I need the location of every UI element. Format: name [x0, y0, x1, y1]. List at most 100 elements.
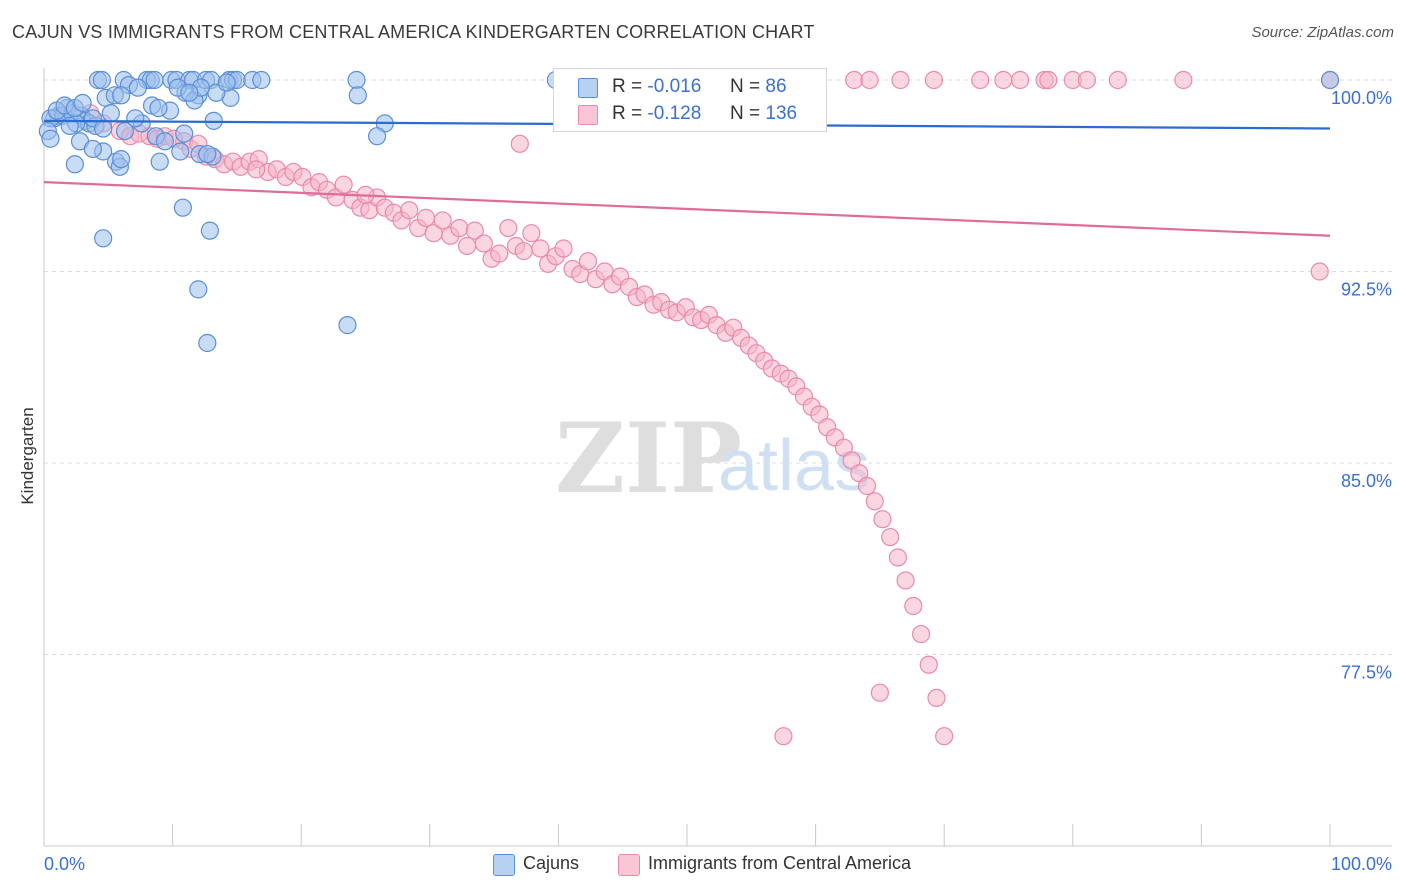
immigrant-point — [873, 510, 892, 529]
immigrant-point — [896, 571, 915, 590]
immigrant-point — [334, 175, 353, 194]
cajun-point — [155, 132, 174, 151]
r-label: R = -0.128 — [612, 103, 702, 124]
immigrant-point — [433, 211, 452, 230]
cajun-point — [198, 144, 217, 164]
immigrant-point — [927, 688, 946, 708]
cajun-point — [145, 70, 164, 90]
immigrant-point — [870, 683, 890, 702]
immigrant-point — [994, 70, 1013, 90]
y-tick-label: 85.0% — [1341, 471, 1392, 491]
immigrant-point — [510, 134, 529, 153]
y-tick-label: 92.5% — [1341, 280, 1392, 300]
cajun-point — [149, 98, 168, 118]
cajun-point — [175, 124, 194, 143]
immigrant-point — [935, 727, 954, 746]
chart-source: Source: ZipAtlas.com — [1251, 24, 1394, 41]
pink-swatch — [618, 854, 640, 876]
immigrant-point — [514, 241, 533, 261]
cajun-point — [83, 139, 102, 159]
immigrant-point — [1174, 70, 1193, 90]
y-tick-label: 77.5% — [1341, 663, 1392, 683]
n-label: N = 136 — [730, 103, 798, 124]
immigrant-point — [531, 239, 550, 258]
immigrant-point — [499, 218, 518, 238]
cajun-point — [200, 221, 219, 240]
series-legend: Cajuns Immigrants from Central America — [0, 852, 1406, 878]
immigrant-point — [554, 239, 573, 258]
immigrant-point — [911, 624, 931, 644]
y-tick-label: 100.0% — [1331, 88, 1392, 108]
cajun-point — [171, 142, 190, 161]
immigrant-point — [450, 218, 469, 238]
stats-legend-row-cajuns: R = -0.016 N = 86 — [554, 74, 826, 100]
immigrant-point — [881, 527, 900, 547]
immigrant-point — [1310, 262, 1329, 281]
x-tick-label: 100.0% — [1331, 854, 1392, 874]
cajun-point — [348, 86, 367, 105]
immigrant-point — [1039, 70, 1058, 90]
r-label: R = -0.016 — [612, 76, 702, 97]
cajun-point — [150, 152, 169, 171]
cajun-point — [367, 127, 387, 146]
immigrant-point — [1077, 70, 1097, 90]
cajun-point — [198, 333, 217, 353]
cajun-point — [112, 150, 131, 169]
cajun-point — [112, 86, 131, 105]
immigrant-point — [904, 596, 923, 616]
immigrant-point — [474, 234, 493, 253]
y-axis-label: Kindergarten — [18, 407, 37, 504]
immigrant-point — [924, 70, 944, 90]
cajun-point — [41, 129, 60, 148]
cajun-point — [115, 121, 135, 141]
x-tick-label: 0.0% — [44, 854, 85, 874]
legend-label: Cajuns — [523, 853, 580, 873]
watermark-zip: ZIP — [555, 402, 742, 515]
stats-legend: R = -0.016 N = 86 R = -0.128 N = 136 — [553, 68, 827, 132]
immigrant-point — [522, 224, 541, 243]
cajun-point — [173, 198, 192, 217]
pink-swatch — [578, 105, 598, 125]
immigrant-point — [578, 252, 598, 271]
immigrant-point — [416, 208, 436, 227]
cajun-point — [126, 109, 145, 128]
immigrant-point — [919, 655, 938, 674]
cajun-point — [65, 155, 84, 174]
immigrant-point — [457, 236, 477, 256]
cajun-point — [128, 78, 147, 97]
cajun-point — [180, 83, 199, 102]
cajun-point — [92, 70, 111, 90]
legend-label: Immigrants from Central America — [648, 853, 912, 873]
immigrant-point — [971, 70, 990, 90]
cajun-point — [101, 104, 120, 123]
immigrant-point — [865, 492, 884, 511]
cajun-point — [338, 316, 357, 335]
immigrant-point — [845, 70, 864, 90]
stats-legend-row-immigrants: R = -0.128 N = 136 — [554, 101, 826, 127]
cajun-point — [189, 280, 208, 299]
immigrant-point — [888, 548, 908, 567]
cajun-point — [252, 70, 271, 90]
immigrant-trend-line — [43, 181, 1331, 237]
cajun-point — [1320, 70, 1340, 90]
immigrant-point — [490, 244, 509, 263]
chart-title: CAJUN VS IMMIGRANTS FROM CENTRAL AMERICA… — [12, 22, 815, 42]
n-label: N = 86 — [730, 76, 787, 97]
immigrant-point — [465, 221, 484, 240]
immigrant-point — [400, 201, 419, 220]
immigrant-point — [1108, 70, 1127, 90]
blue-swatch — [493, 854, 515, 876]
cajun-point — [94, 119, 113, 138]
immigrant-point — [1010, 70, 1030, 90]
immigrant-point — [774, 727, 793, 746]
immigrant-point — [891, 70, 910, 90]
cajun-point — [347, 70, 366, 90]
cajun-point — [217, 73, 236, 92]
immigrant-point — [247, 160, 266, 179]
blue-swatch — [578, 78, 598, 98]
cajun-point — [73, 93, 92, 113]
immigrant-point — [857, 476, 877, 496]
immigrant-point — [860, 70, 879, 90]
cajun-point — [94, 229, 113, 248]
